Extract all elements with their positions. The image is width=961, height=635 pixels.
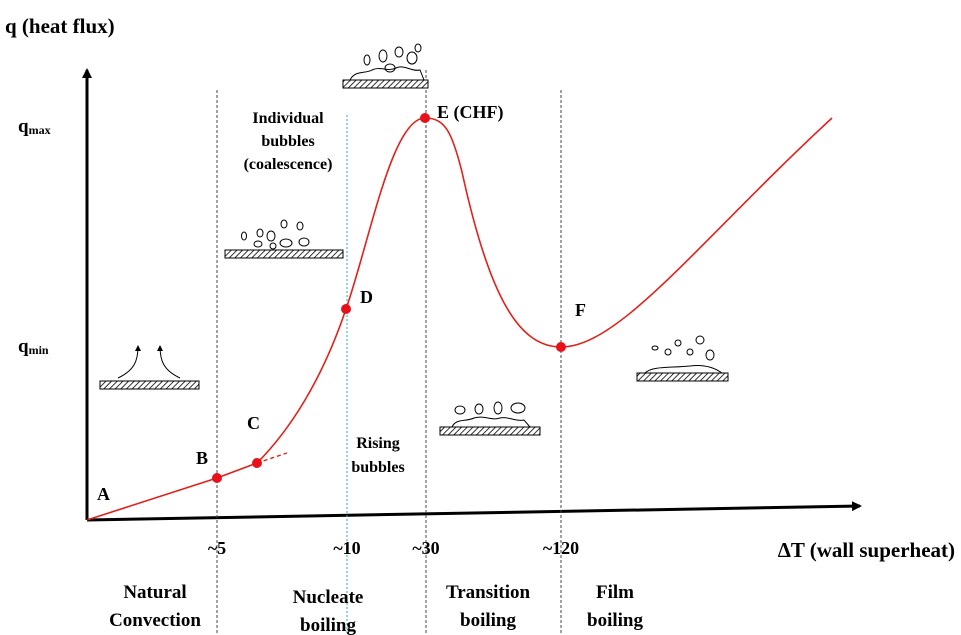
annotation: bubbles [261, 133, 314, 150]
point-label: B [196, 448, 208, 468]
q-subscript: max [29, 123, 51, 137]
q-min-label: qmin [18, 336, 49, 357]
point-label: F [575, 300, 586, 320]
x-tick-label: ~30 [412, 538, 439, 558]
region-label: boiling [460, 610, 516, 631]
x-tick-label: ~120 [543, 538, 579, 558]
point-label: C [247, 413, 260, 433]
annotation: Rising [356, 435, 400, 452]
boiling-curve: q (heat flux) ΔT (wall superheat) qmax q… [0, 0, 961, 635]
y-axis-label: q (heat flux) [5, 14, 115, 38]
x-axis-label: ΔT (wall superheat) [778, 538, 955, 562]
q-symbol: q [18, 336, 29, 357]
region-label: Natural [123, 582, 186, 603]
x-tick-label: ~10 [333, 538, 360, 558]
q-subscript: min [29, 343, 49, 357]
x-axis [87, 506, 860, 520]
point-label: D [360, 287, 373, 307]
point-label: A [97, 484, 110, 504]
x-tick-label: ~5 [208, 538, 226, 558]
annotation: (coalescence) [244, 156, 333, 173]
q-max-label: qmax [18, 116, 51, 137]
point-label: E (CHF) [437, 102, 504, 123]
q-symbol: q [18, 116, 29, 137]
region-label: Convection [109, 610, 201, 631]
region-label: Film [596, 582, 634, 603]
annotation: bubbles [351, 459, 404, 476]
annotation: Individual [252, 110, 324, 127]
region-label: Transition [446, 582, 531, 603]
icons [100, 44, 728, 435]
region-label: Nucleate [293, 587, 364, 608]
region-label: boiling [300, 615, 356, 635]
region-label: boiling [587, 610, 643, 631]
dividers [217, 70, 561, 635]
